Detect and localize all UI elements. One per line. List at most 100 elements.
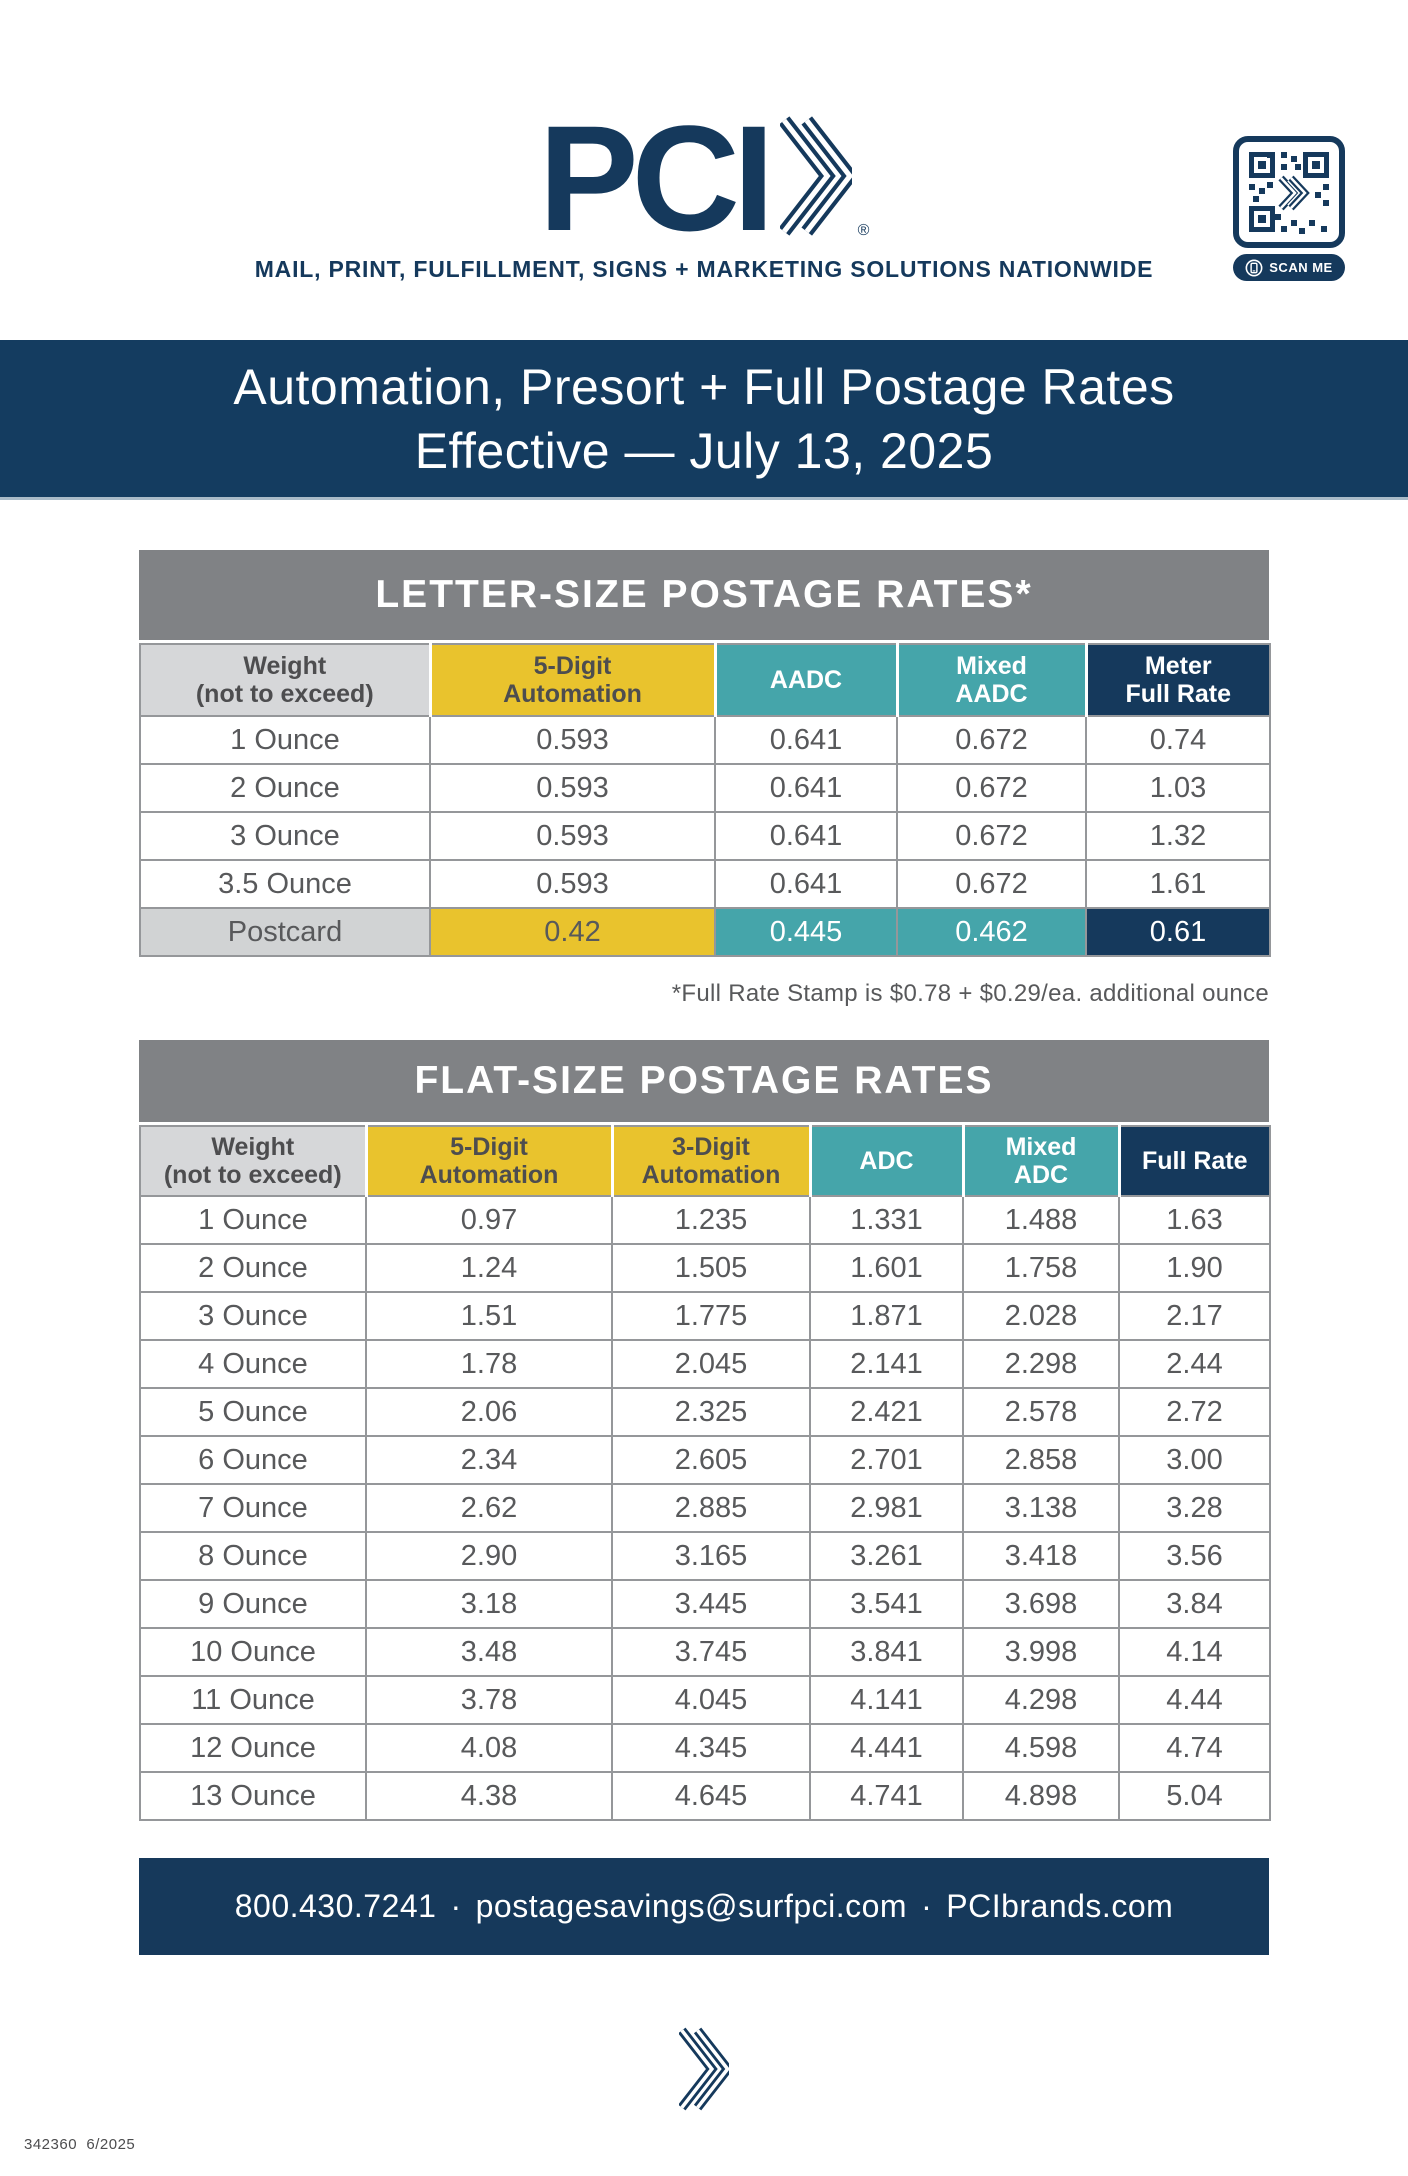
rate-cell: 3.18 [365,1579,613,1629]
footer-separator: · [450,1888,462,1924]
table-row: 2 Ounce 0.593 0.641 0.672 1.03 [139,763,1271,813]
rate-cell: 2.62 [365,1483,613,1533]
rate-cell: 0.672 [896,715,1087,765]
rate-cell: 4.44 [1118,1675,1271,1725]
rate-cell: 3.78 [365,1675,613,1725]
column-header: AADC [713,644,897,716]
rate-cell: 3.998 [962,1627,1120,1677]
rate-cell: 0.593 [429,763,716,813]
rate-cell: 3.165 [611,1531,811,1581]
column-header: 5-Digit Automation [364,1126,612,1196]
rate-cell: 1.32 [1085,811,1271,861]
rate-cell: 3.48 [365,1627,613,1677]
weight-cell: 2 Ounce [139,763,431,813]
rate-cell: 1.51 [365,1291,613,1341]
weight-cell: 2 Ounce [139,1243,367,1293]
column-header: Weight (not to exceed) [140,644,430,716]
rate-cell: 0.593 [429,811,716,861]
weight-cell: 13 Ounce [139,1771,367,1821]
rate-cell: 0.74 [1085,715,1271,765]
rate-cell: 1.331 [809,1195,964,1245]
rate-cell: 3.745 [611,1627,811,1677]
rate-cell: 2.34 [365,1435,613,1485]
rate-cell: 4.598 [962,1723,1120,1773]
rate-cell: 0.672 [896,811,1087,861]
weight-cell: 9 Ounce [139,1579,367,1629]
weight-cell: 5 Ounce [139,1387,367,1437]
weight-cell: 7 Ounce [139,1483,367,1533]
rate-cell: 2.298 [962,1339,1120,1389]
rate-cell: 1.63 [1118,1195,1271,1245]
rate-cell: 0.97 [365,1195,613,1245]
rate-cell: 4.38 [365,1771,613,1821]
rate-cell: 4.141 [809,1675,964,1725]
table-row: 13 Ounce 4.38 4.645 4.741 4.898 5.04 [139,1771,1271,1821]
column-header: Full Rate [1117,1126,1270,1196]
rate-cell: 0.42 [429,907,716,957]
rate-cell: 1.90 [1118,1243,1271,1293]
rate-cell: 3.138 [962,1483,1120,1533]
rate-cell: 2.72 [1118,1387,1271,1437]
table-header-row: Weight (not to exceed) 5-Digit Automation 3-… [140,1126,1270,1196]
rate-cell: 4.441 [809,1723,964,1773]
weight-cell: 12 Ounce [139,1723,367,1773]
weight-cell: 3 Ounce [139,811,431,861]
column-header: Weight (not to exceed) [140,1126,366,1196]
letter-rates-table: Weight (not to exceed) 5-Digit Automation AA… [139,643,1271,957]
phone-icon [1245,259,1263,276]
rate-cell: 1.871 [809,1291,964,1341]
table-row: Postcard 0.42 0.445 0.462 0.61 [139,907,1271,957]
letter-rates-section: LETTER-SIZE POSTAGE RATES* Weight (not to… [139,550,1271,957]
registered-trademark: ® [857,222,870,239]
weight-cell: 3 Ounce [139,1291,367,1341]
footer-website: PCIbrands.com [946,1888,1174,1924]
rate-cell: 1.601 [809,1243,964,1293]
table-row: 1 Ounce 0.97 1.235 1.331 1.488 1.63 [139,1195,1271,1245]
table-row: 1 Ounce 0.593 0.641 0.672 0.74 [139,715,1271,765]
rate-cell: 2.90 [365,1531,613,1581]
rate-cell: 2.605 [611,1435,811,1485]
rate-cell: 0.593 [429,715,716,765]
table-row: 2 Ounce 1.24 1.505 1.601 1.758 1.90 [139,1243,1271,1293]
double-chevron-icon [779,114,852,238]
rate-cell: 2.141 [809,1339,964,1389]
weight-cell: 1 Ounce [139,715,431,765]
rate-cell: 3.541 [809,1579,964,1629]
column-header: Mixed AADC [895,644,1086,716]
pci-logo: PCI ® [539,103,870,253]
column-header: ADC [808,1126,963,1196]
contact-footer: 800.430.7241 · postagesavings@surfpci.co… [139,1858,1269,1955]
rate-cell: 2.44 [1118,1339,1271,1389]
rate-cell: 0.641 [714,715,898,765]
table-row: 8 Ounce 2.90 3.165 3.261 3.418 3.56 [139,1531,1271,1581]
rate-cell: 2.701 [809,1435,964,1485]
column-header: 5-Digit Automation [428,644,715,716]
rate-cell: 3.56 [1118,1531,1271,1581]
table-row: 4 Ounce 1.78 2.045 2.141 2.298 2.44 [139,1339,1271,1389]
rate-cell: 2.421 [809,1387,964,1437]
table-row: 11 Ounce 3.78 4.045 4.141 4.298 4.44 [139,1675,1271,1725]
scan-me-badge: SCAN ME [1233,254,1345,281]
table-row: 3 Ounce 1.51 1.775 1.871 2.028 2.17 [139,1291,1271,1341]
qr-block: SCAN ME [1233,136,1345,281]
weight-cell: Postcard [139,907,431,957]
weight-cell: 10 Ounce [139,1627,367,1677]
rate-cell: 3.28 [1118,1483,1271,1533]
rate-cell: 2.17 [1118,1291,1271,1341]
rate-cell: 2.858 [962,1435,1120,1485]
rate-cell: 2.325 [611,1387,811,1437]
rate-cell: 2.981 [809,1483,964,1533]
rate-cell: 4.898 [962,1771,1120,1821]
full-rate-footnote: *Full Rate Stamp is $0.78 + $0.29/ea. ad… [671,980,1269,1007]
column-header: Mixed ADC [961,1126,1119,1196]
rate-cell: 0.641 [714,811,898,861]
rate-cell: 2.06 [365,1387,613,1437]
rate-cell: 3.418 [962,1531,1120,1581]
table-row: 9 Ounce 3.18 3.445 3.541 3.698 3.84 [139,1579,1271,1629]
rate-cell: 1.505 [611,1243,811,1293]
rate-cell: 0.445 [714,907,898,957]
rate-cell: 3.841 [809,1627,964,1677]
rate-cell: 0.61 [1085,907,1271,957]
letter-table-title: LETTER-SIZE POSTAGE RATES* [139,550,1269,640]
column-header: Meter Full Rate [1084,644,1270,716]
